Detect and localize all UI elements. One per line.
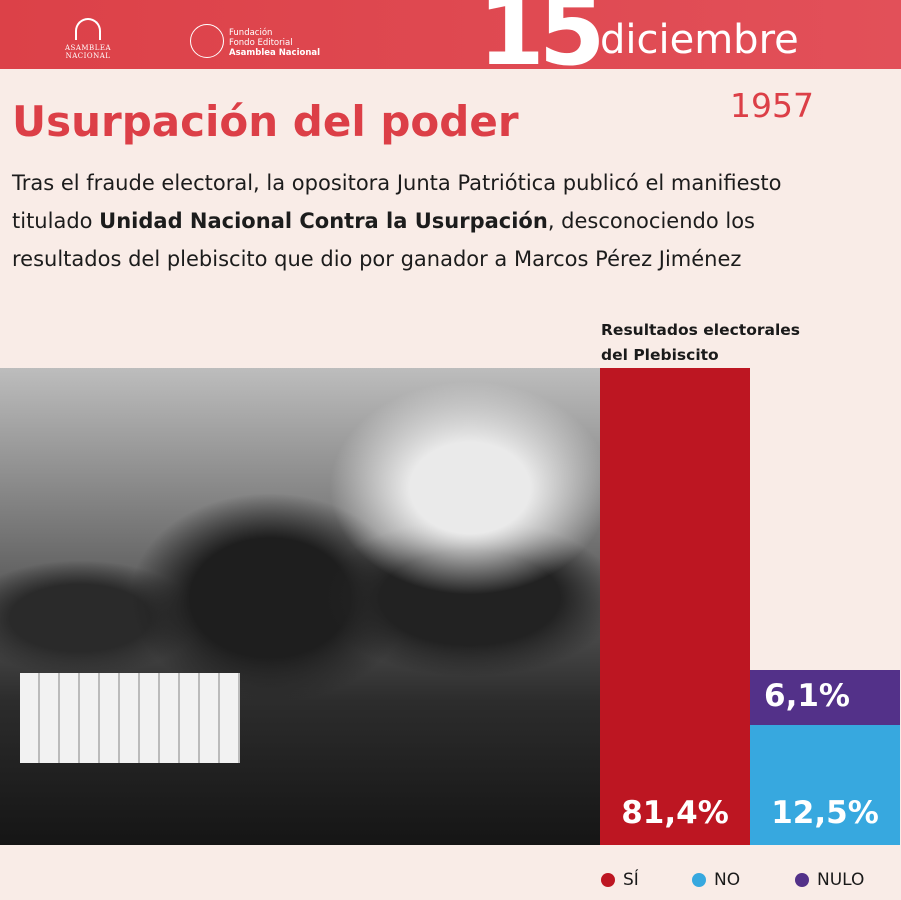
date-day: 15 bbox=[478, 0, 606, 87]
header: ASAMBLEA NACIONAL Fundación Fondo Editor… bbox=[0, 0, 901, 79]
chart-title-text: Resultados electorales del Plebiscito bbox=[601, 321, 800, 364]
legend-dot bbox=[692, 873, 706, 887]
year: 1957 bbox=[730, 86, 814, 125]
legend-dot bbox=[795, 873, 809, 887]
books bbox=[20, 673, 240, 763]
bar-no: 12,5% bbox=[750, 725, 900, 845]
bar-no-label: 12,5% bbox=[771, 795, 879, 831]
chart-title: Resultados electorales del Plebiscito bbox=[601, 318, 831, 368]
legend-dot bbox=[601, 873, 615, 887]
bar-nulo: 6,1% bbox=[750, 670, 900, 725]
legend-nulo: NULO bbox=[795, 870, 864, 890]
page-title: Usurpación del poder bbox=[12, 97, 519, 146]
legend-no: NO bbox=[692, 870, 740, 890]
body-text: Tras el fraude electoral, la opositora J… bbox=[12, 171, 782, 271]
fondo-editorial-text: Fundación Fondo Editorial Asamblea Nacio… bbox=[229, 28, 321, 58]
legend-si: SÍ bbox=[601, 870, 639, 890]
fondo-editorial-logo bbox=[190, 24, 224, 58]
date-month: diciembre bbox=[600, 17, 799, 63]
bar-si-label: 81,4% bbox=[621, 795, 729, 831]
historical-photo bbox=[0, 368, 600, 845]
bar-si: 81,4% bbox=[600, 368, 750, 845]
bar-nulo-label: 6,1% bbox=[764, 678, 850, 714]
asamblea-nacional-logo: ASAMBLEA NACIONAL bbox=[50, 18, 126, 62]
